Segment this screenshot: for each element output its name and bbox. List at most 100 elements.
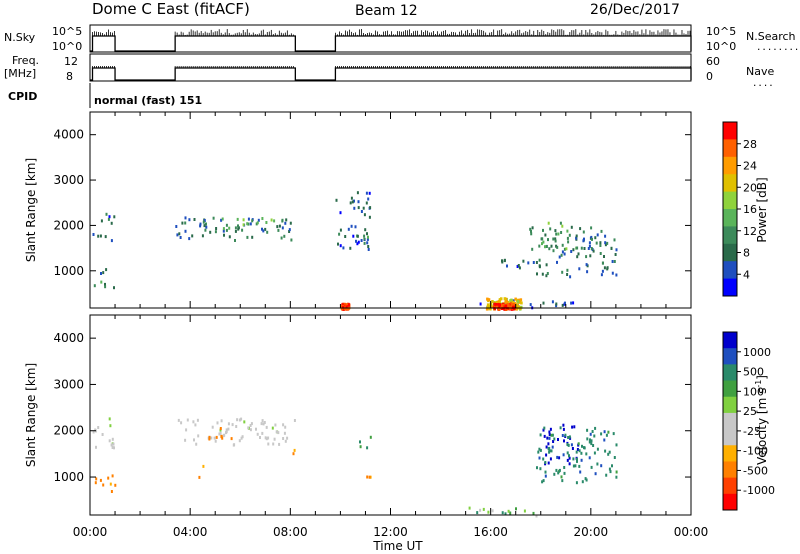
power-cell — [362, 206, 365, 210]
power-cell — [570, 250, 573, 253]
velocity-cell — [549, 457, 552, 461]
power-cell — [97, 234, 100, 238]
velocity-cell — [366, 446, 369, 450]
velocity-cell — [241, 435, 244, 439]
power-cell — [516, 300, 520, 304]
nsearch-dots: ........ — [756, 43, 799, 53]
velocity-cell — [231, 423, 234, 427]
power-cell — [613, 238, 616, 242]
velocity-cell — [555, 468, 558, 472]
power-cell — [517, 264, 520, 267]
velocity-colorbar-tick-label: -1000 — [743, 484, 775, 497]
velocity-cell — [552, 440, 555, 443]
velocity-cell — [265, 437, 268, 441]
power-cell — [557, 232, 560, 236]
velocity-cell — [580, 458, 583, 462]
velocity-cell — [523, 509, 526, 513]
velocity-cell — [262, 422, 265, 426]
time-tick-label: 00:00 — [73, 525, 108, 539]
power-cell — [366, 237, 369, 241]
velocity-cell — [221, 436, 224, 440]
velocity-cell — [264, 436, 267, 440]
velocity-cell — [566, 443, 569, 446]
velocity-colorbar-swatch — [723, 445, 737, 462]
power-cell — [510, 298, 513, 302]
power-cell — [264, 227, 267, 231]
power-cell — [237, 224, 239, 228]
power-cell — [563, 252, 566, 256]
power-data — [92, 191, 618, 311]
power-cell — [501, 304, 504, 308]
velocity-cell — [196, 418, 199, 422]
power-cell — [542, 228, 544, 232]
velocity-cell — [110, 443, 113, 447]
power-axes: 1000 2000 3000 4000 — [53, 112, 692, 308]
power-cell — [354, 225, 357, 229]
velocity-cell — [219, 428, 222, 432]
velocity-axes: 1000 2000 3000 4000 — [53, 315, 692, 515]
power-cell — [518, 300, 521, 304]
power-cell — [193, 218, 196, 221]
power-cell — [535, 261, 538, 264]
power-cell — [181, 221, 184, 225]
power-cell — [349, 246, 352, 250]
velocity-cell — [572, 457, 575, 461]
power-cell — [110, 239, 113, 243]
velocity-cell — [556, 455, 559, 459]
velocity-cell — [563, 471, 566, 475]
power-cell — [100, 280, 103, 284]
velocity-cell — [550, 449, 553, 453]
power-cell — [545, 244, 548, 248]
velocity-cell — [238, 439, 241, 443]
power-cell — [199, 224, 202, 228]
power-cell — [102, 271, 105, 275]
power-cell — [577, 252, 580, 256]
velocity-ytick-label: 3000 — [53, 377, 84, 391]
velocity-cell — [95, 445, 97, 449]
velocity-cell — [593, 451, 596, 455]
power-cell — [225, 228, 228, 232]
velocity-cell — [594, 426, 597, 430]
power-cell — [591, 237, 593, 241]
power-cell — [603, 255, 605, 258]
velocity-cell — [111, 446, 114, 449]
power-ytick-label: 4000 — [53, 128, 84, 142]
power-cell — [541, 272, 544, 276]
power-cell — [251, 219, 254, 223]
velocity-cell — [265, 425, 268, 429]
velocity-cell — [184, 438, 187, 442]
velocity-cell — [215, 435, 218, 439]
velocity-cell — [553, 472, 556, 476]
power-cell — [594, 236, 597, 240]
velocity-cell — [482, 507, 485, 511]
power-cell — [604, 234, 607, 238]
power-cell — [611, 271, 614, 275]
power-colorbar-tick-label: 16 — [743, 203, 757, 216]
freq-tick-top: 12 — [64, 55, 78, 68]
power-cell — [204, 228, 207, 232]
power-cell — [367, 248, 370, 251]
velocity-colorbar-frame — [722, 331, 738, 511]
velocity-cell — [592, 444, 595, 447]
power-cell — [265, 221, 268, 224]
power-cell — [270, 218, 273, 222]
power-cell — [518, 266, 521, 270]
beam-title: Beam 12 — [355, 3, 418, 19]
velocity-colorbar-tick-label: 25 — [743, 405, 757, 418]
nsky-line — [90, 35, 692, 52]
power-cell — [209, 230, 212, 234]
power-cell — [350, 196, 353, 200]
power-cell — [347, 227, 350, 231]
power-cell — [353, 199, 355, 203]
power-cell — [335, 198, 338, 202]
power-cell — [486, 305, 489, 309]
power-cell — [611, 260, 614, 263]
velocity-cell — [562, 427, 565, 431]
velocity-cell — [236, 418, 239, 422]
velocity-cell — [603, 430, 606, 434]
velocity-cell — [542, 428, 545, 432]
power-cell — [356, 234, 359, 238]
power-cell — [497, 307, 501, 311]
power-cell — [561, 243, 564, 247]
power-cell — [490, 303, 493, 307]
